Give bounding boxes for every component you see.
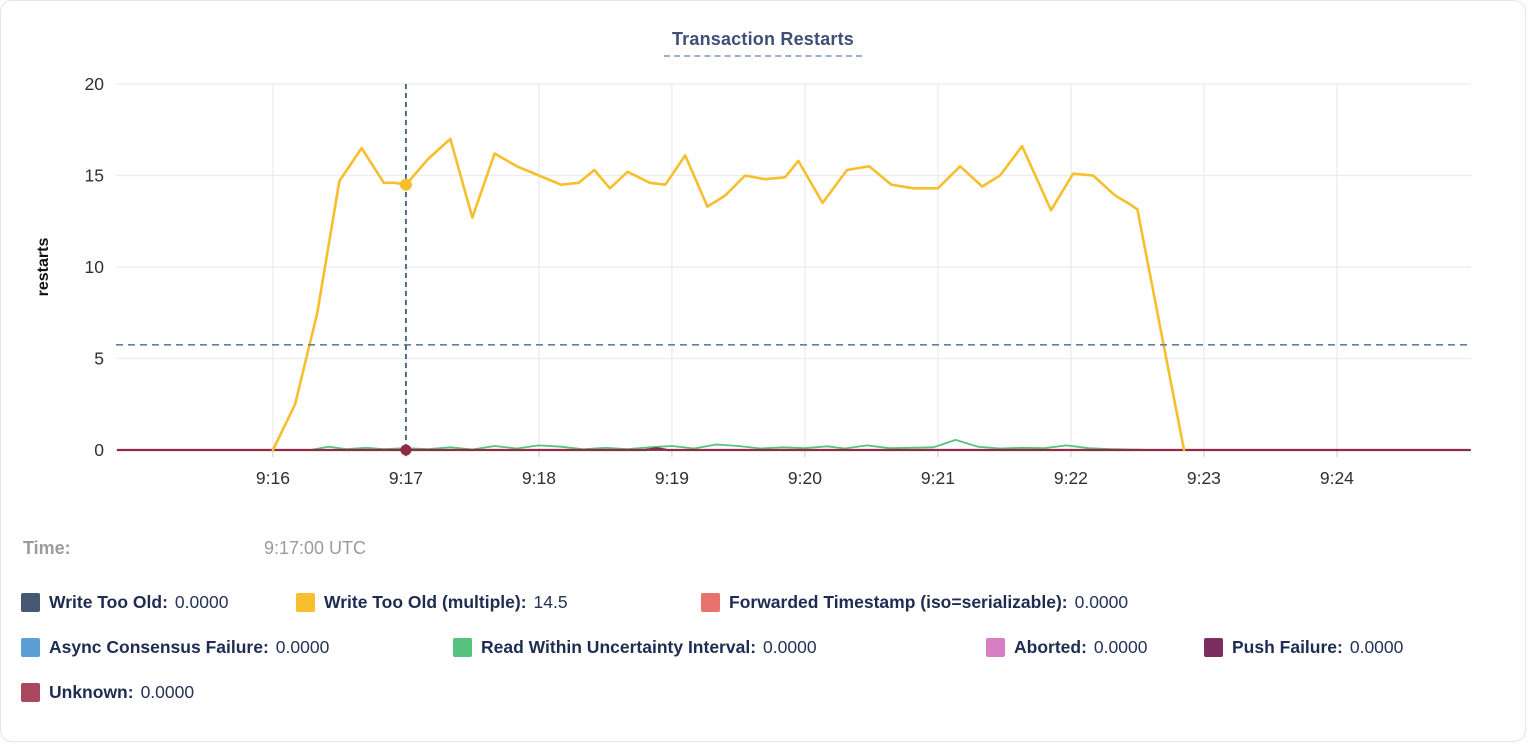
legend-item-aborted: Aborted: 0.0000 [986,635,1147,659]
legend-value: 0.0000 [1074,591,1129,612]
time-label: Time: [23,538,71,558]
legend-value: 0.0000 [275,636,330,657]
legend-swatch-write-too-old [21,592,40,612]
legend-swatch-push-failure [1204,637,1223,657]
hover-zero-dot [400,444,412,456]
y-axis-title: restarts [35,238,52,297]
x-axis-tick-label: 9:23 [1187,468,1221,488]
legend-swatch-write-too-old-multiple [296,592,315,612]
legend-item-write-too-old-multiple: Write Too Old (multiple): 14.5 [296,590,568,614]
x-axis-tick-label: 9:19 [655,468,689,488]
legend-value: 0.0000 [1093,636,1148,657]
legend-swatch-forwarded-timestamp [701,592,720,612]
legend-value: 0.0000 [140,681,195,702]
y-axis-tick-label: 0 [94,440,104,460]
x-axis-tick-label: 9:16 [256,468,290,488]
series-line-read-within-uncertainty-interval [309,438,1152,451]
legend-item-async-consensus-failure: Async Consensus Failure: 0.0000 [21,635,329,659]
legend-item-read-within-uncertainty-interval: Read Within Uncertainty Interval: 0.0000 [453,635,817,659]
legend-item-push-failure: Push Failure: 0.0000 [1204,635,1403,659]
transaction-restarts-chart[interactable]: 0 5 10 15 20 9:16 9:17 9:18 9:19 9:20 9:21 9:22 9:23… [1,1,1526,516]
legend-swatch-unknown [21,682,40,702]
legend-value: 0.0000 [174,591,229,612]
x-axis-tick-label: 9:22 [1054,468,1088,488]
x-axis-tick-label: 9:17 [389,468,423,488]
legend-label: Aborted: [1014,636,1087,657]
chart-title[interactable]: Transaction Restarts [663,29,863,57]
x-axis-tick-label: 9:20 [788,468,822,488]
legend-item-unknown: Unknown: 0.0000 [21,680,194,704]
legend-item-write-too-old: Write Too Old: 0.0000 [21,590,228,614]
legend-label: Write Too Old (multiple): [324,591,527,612]
legend-label: Push Failure: [1232,636,1343,657]
y-axis-tick-label: 5 [94,349,104,369]
series-line-unknown [116,447,1472,452]
y-axis-tick-label: 15 [85,166,104,186]
legend-swatch-aborted [986,637,1005,657]
y-axis-tick-label: 20 [85,74,105,94]
legend-label: Unknown: [49,681,134,702]
y-axis-tick-label: 10 [85,257,105,277]
legend-value: 14.5 [533,591,568,612]
legend-value: 0.0000 [763,636,817,657]
x-axis-tick-label: 9:24 [1320,468,1354,488]
legend-swatch-read-within-uncertainty-interval [453,637,472,657]
time-row: Time: 9:17:00 UTC [23,538,1503,559]
hover-point-dot [399,178,412,191]
legend-label: Read Within Uncertainty Interval: [481,636,757,657]
legend-value: 0.0000 [1349,636,1404,657]
legend-swatch-async-consensus-failure [21,637,40,657]
x-axis-tick-label: 9:21 [921,468,955,488]
series-line-write-too-old-multiple [271,137,1186,452]
chart-title-wrap: Transaction Restarts [1,29,1525,57]
x-axis-tick-label: 9:18 [522,468,556,488]
legend-label: Async Consensus Failure: [49,636,269,657]
legend-item-forwarded-timestamp: Forwarded Timestamp (iso=serializable): 0… [701,590,1128,614]
legend-label: Write Too Old: [49,591,168,612]
legend-label: Forwarded Timestamp (iso=serializable): [729,591,1068,612]
time-value: 9:17:00 UTC [264,538,367,558]
